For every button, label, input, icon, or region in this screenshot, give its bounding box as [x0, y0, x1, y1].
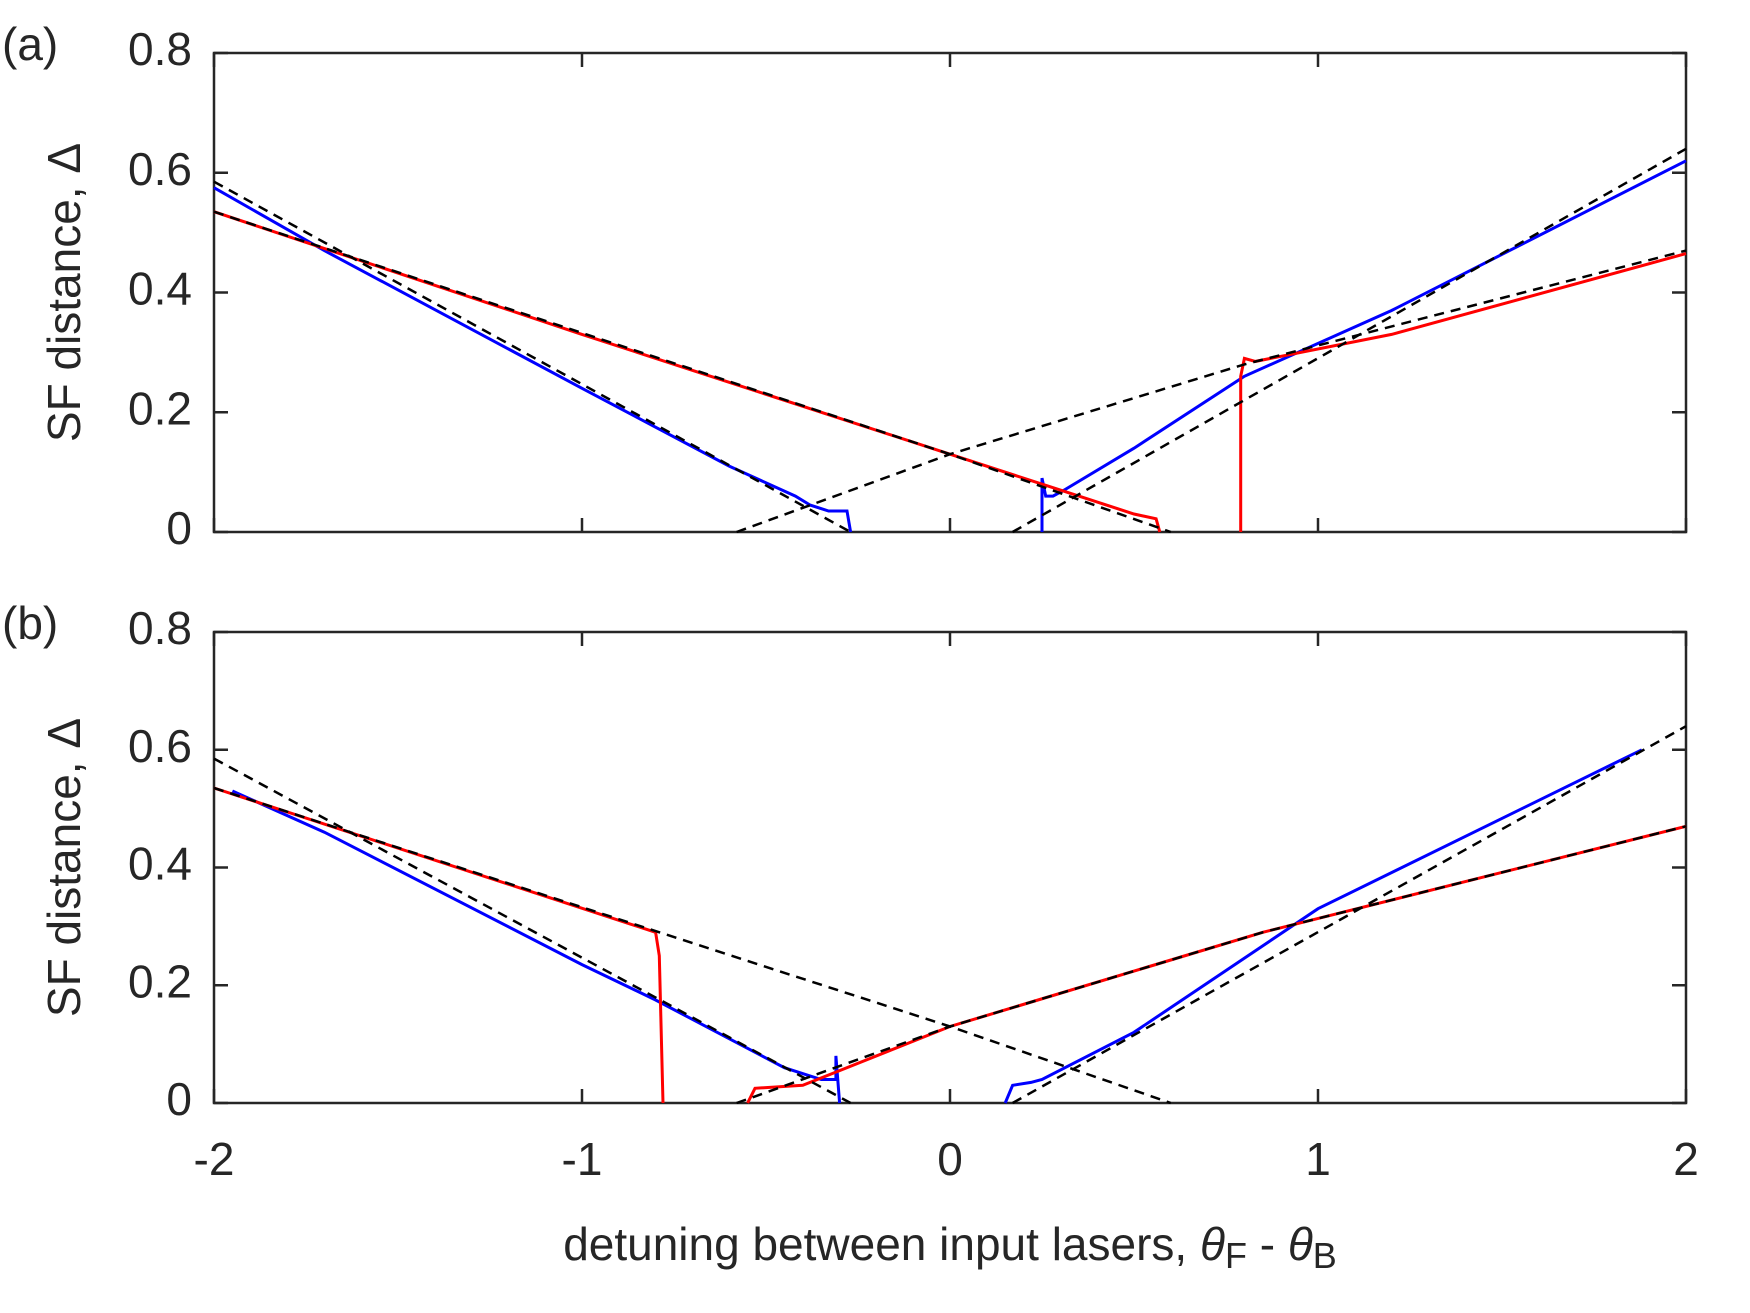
y-tick-label: 0.8: [128, 23, 192, 75]
y-tick-label: 0.6: [128, 720, 192, 772]
panel-label: (a): [2, 18, 58, 70]
data-line: [213, 159, 1687, 533]
x-axis-label-part: detuning between input lasers,: [563, 1218, 1200, 1270]
y-tick-label: 0: [166, 502, 192, 554]
panel: (b) SF distance, Δ 0 0.2 0.4 0.6 0.8 -2 -1 0 1 2 det…: [2, 597, 1699, 1276]
fit-line: [1011, 147, 1687, 534]
x-axis-label-part: F: [1225, 1235, 1247, 1276]
fit-line: [213, 180, 852, 534]
axes-frame: [212, 51, 1688, 534]
y-axis-label: SF distance, Δ: [38, 718, 90, 1017]
y-tick-label: 0.8: [128, 602, 192, 654]
x-tick-label: -1: [562, 1133, 603, 1185]
x-axis-label-part: θ: [1288, 1218, 1313, 1270]
panel: (a) SF distance, Δ 0 0.2 0.4 0.6 0.8: [2, 18, 1688, 554]
y-tick-label: 0: [166, 1073, 192, 1125]
x-tick-label: 1: [1305, 1133, 1331, 1185]
data-line: [213, 210, 1687, 533]
data-line: [231, 748, 1643, 1104]
y-tick-label: 0.2: [128, 382, 192, 434]
panel-label: (b): [2, 597, 58, 649]
fit-line: [736, 249, 1687, 534]
y-tick-label: 0.4: [128, 838, 192, 890]
x-tick-label: 0: [937, 1133, 963, 1185]
y-axis-label: SF distance, Δ: [38, 143, 90, 442]
x-axis-label-part: B: [1313, 1235, 1337, 1276]
x-axis-label-part: -: [1247, 1218, 1288, 1270]
y-tick-label: 0.6: [128, 143, 192, 195]
x-tick-label: -2: [194, 1133, 235, 1185]
fit-line: [736, 825, 1687, 1105]
y-tick-label: 0.4: [128, 263, 192, 315]
fit-line: [1011, 725, 1687, 1105]
x-axis-label: detuning between input lasers, θF - θB: [563, 1218, 1337, 1276]
fit-line: [213, 757, 852, 1105]
y-tick-label: 0.2: [128, 955, 192, 1007]
x-tick-label: 2: [1673, 1133, 1699, 1185]
axes-frame: [212, 630, 1688, 1105]
x-axis-label-part: θ: [1200, 1218, 1225, 1270]
